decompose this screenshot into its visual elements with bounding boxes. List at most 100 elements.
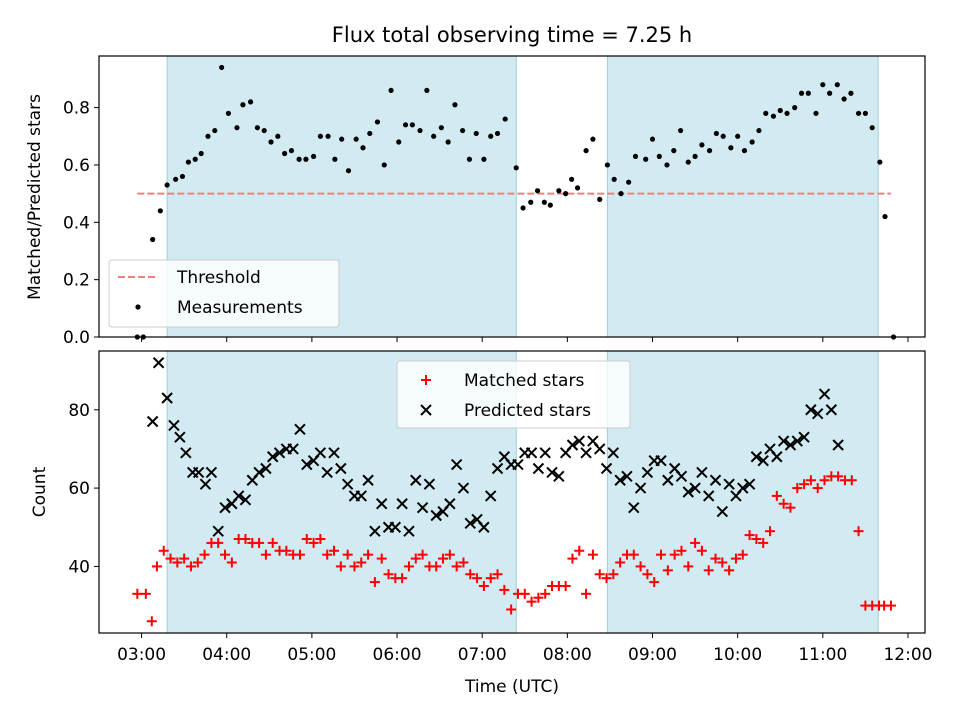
predicted-star-point <box>212 525 224 537</box>
predicted-star-point <box>614 474 626 486</box>
predicted-star-point <box>703 490 715 502</box>
matched-star-point <box>132 588 143 599</box>
measurement-point <box>192 156 198 162</box>
measurement-point <box>310 153 317 159</box>
predicted-star-b <box>805 404 817 416</box>
predicted-star-point <box>457 482 470 494</box>
matched-star-point <box>737 549 748 560</box>
y-tick-label: 40 <box>68 557 90 577</box>
matched-star-point <box>635 561 646 572</box>
matched-star-point <box>574 545 585 556</box>
measurement-point <box>402 122 409 128</box>
predicted-star-b <box>232 490 245 502</box>
predicted-star-point <box>205 466 218 479</box>
matched-star-point <box>540 588 551 599</box>
predicted-star-point <box>335 462 347 475</box>
predicted-star-b <box>703 490 715 502</box>
predicted-star-point <box>478 521 490 533</box>
predicted-star-point <box>811 407 824 420</box>
predicted-star-b <box>668 462 681 475</box>
measurement-point <box>325 133 331 139</box>
matched-star-point <box>710 553 721 564</box>
matched-star-point <box>649 577 660 588</box>
measurement-point <box>431 133 437 139</box>
matched-star-point <box>172 557 183 568</box>
matched-star-point <box>519 588 530 599</box>
predicted-star-b <box>682 486 694 498</box>
predicted-star-b <box>525 447 538 459</box>
matched-star-point <box>472 573 483 584</box>
measurement-point <box>784 110 790 116</box>
top-y-axis-label: Matched/Predicted stars <box>25 94 45 300</box>
matched-star-point <box>717 557 728 568</box>
x-tick-label: 12:00 <box>883 645 932 665</box>
matched-star-point <box>676 545 687 556</box>
measurement-point <box>590 136 596 142</box>
measurement-point <box>339 136 345 142</box>
matched-star-point <box>656 549 667 560</box>
predicted-star-point <box>771 451 783 463</box>
measurement-point <box>528 199 534 205</box>
predicted-star-point <box>301 458 313 471</box>
measurement-point <box>556 188 562 194</box>
predicted-star-point <box>174 431 186 443</box>
top-legend-box <box>108 259 340 328</box>
measurement-point <box>763 110 769 116</box>
predicted-star-point <box>328 447 340 459</box>
measurement-point <box>234 125 240 131</box>
measurement-point <box>534 188 541 194</box>
matched-legend-swatch <box>421 375 431 385</box>
measurement-point <box>777 107 783 114</box>
predicted-star-point <box>199 478 212 490</box>
x-tick-label: 06:00 <box>373 645 422 665</box>
predicted-star-point <box>396 498 408 510</box>
predicted-star-b <box>369 525 381 537</box>
bottom-y-axis-label: Count <box>30 466 50 517</box>
predicted-star-point <box>607 447 620 459</box>
measurement-point <box>678 127 684 134</box>
matched-star-point <box>526 596 537 607</box>
predicted-star-point <box>716 505 729 518</box>
measurements-legend-label: Measurements <box>177 298 303 318</box>
measurement-point <box>720 133 726 139</box>
matched-star-point <box>185 561 196 572</box>
predicted-star-point <box>389 521 402 533</box>
measurement-point <box>520 205 526 211</box>
measurement-point <box>798 90 805 96</box>
predicted-star-point <box>621 470 633 483</box>
matched-star-point <box>383 569 394 580</box>
predicted-star-b <box>811 407 824 420</box>
top-legend: Threshold Measurements <box>108 259 340 328</box>
predicted-star-point <box>294 423 306 436</box>
measurement-point <box>261 127 267 134</box>
predicted-star-b <box>161 392 173 404</box>
predicted-star-b <box>341 478 354 490</box>
measurement-point <box>466 156 473 162</box>
predicted-star-b <box>723 478 735 490</box>
predicted-star-point <box>430 509 442 522</box>
measurement-point <box>626 179 632 185</box>
measurement-point <box>424 87 430 94</box>
predicted-star-b <box>180 447 192 459</box>
bottom-points <box>132 357 896 627</box>
matched-star-point <box>322 549 333 560</box>
top-panel: 0.00.20.40.60.8 Matched/Predicted stars … <box>25 55 926 348</box>
measurement-point <box>488 133 494 139</box>
measurement-point <box>367 130 373 137</box>
matched-star-point <box>226 557 237 568</box>
predicted-star-b <box>328 447 340 459</box>
matched-star-point <box>294 549 305 560</box>
predicted-star-b <box>696 466 708 479</box>
matched-star-point <box>778 498 789 509</box>
predicted-star-point <box>641 466 654 479</box>
predicted-star-b <box>675 470 688 483</box>
measurement-point <box>547 202 553 208</box>
matched-star-point <box>587 549 598 560</box>
predicted-star-point <box>737 482 749 494</box>
predicted-star-b <box>416 501 429 514</box>
predicted-star-point <box>253 466 265 479</box>
matched-star-point <box>465 569 476 580</box>
top-panel-frame <box>98 55 926 338</box>
predicted-star-b <box>485 490 497 502</box>
predicted-star-point <box>267 451 279 463</box>
